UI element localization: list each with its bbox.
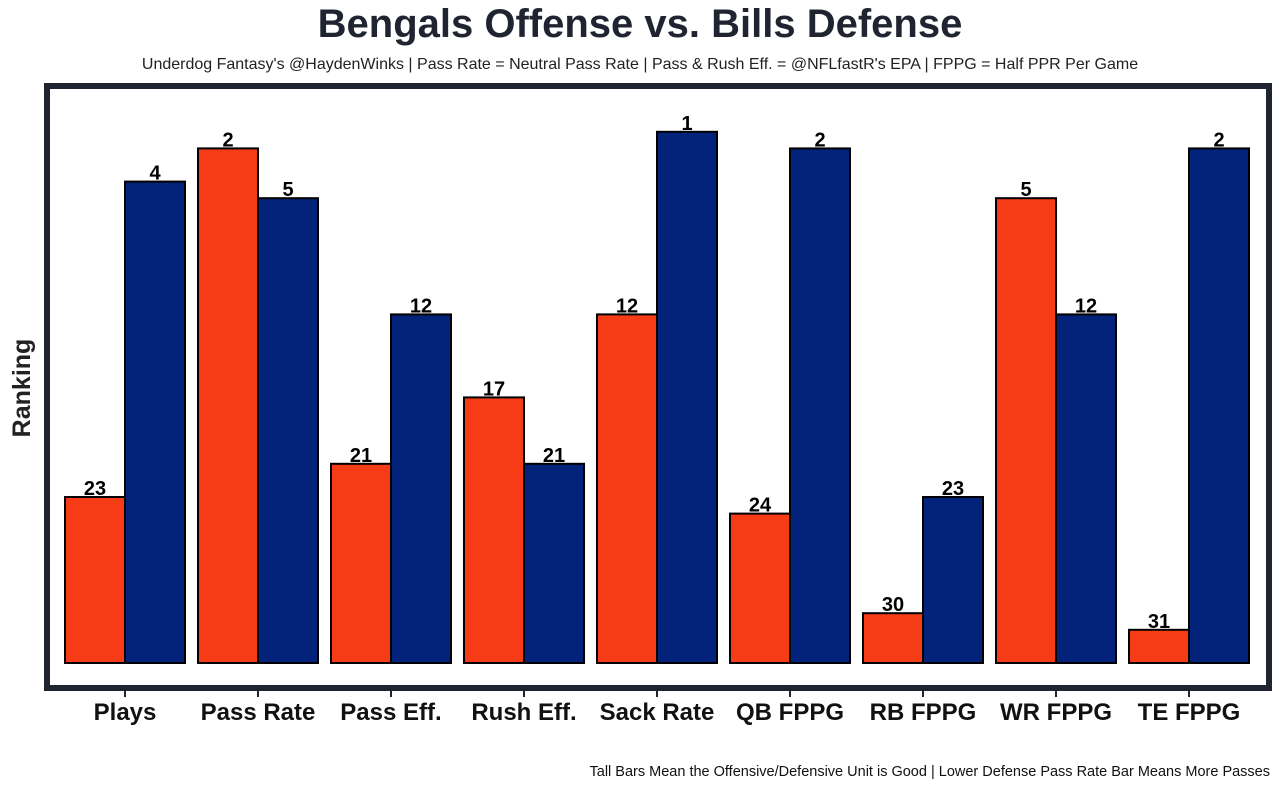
bar-defense-4 xyxy=(656,130,718,665)
data-label-offense-7: 5 xyxy=(1020,179,1031,201)
data-label-offense-0: 23 xyxy=(84,478,106,500)
bar-defense-6 xyxy=(922,496,984,664)
chart-footnote: Tall Bars Mean the Offensive/Defensive U… xyxy=(589,764,1270,780)
data-label-offense-4: 12 xyxy=(616,295,638,317)
bar-offense-5 xyxy=(729,512,791,664)
bar-defense-8 xyxy=(1188,147,1250,664)
x-tick-label: Rush Eff. xyxy=(471,699,576,726)
data-label-offense-6: 30 xyxy=(882,594,904,616)
bar-defense-7 xyxy=(1055,313,1117,664)
x-tick-label: Pass Rate xyxy=(201,699,316,726)
bar-defense-1 xyxy=(257,197,319,664)
data-label-defense-4: 1 xyxy=(681,113,692,135)
data-label-offense-5: 24 xyxy=(749,495,772,517)
chart-title: Bengals Offense vs. Bills Defense xyxy=(317,2,963,46)
data-label-defense-1: 5 xyxy=(282,179,293,201)
data-label-defense-0: 4 xyxy=(149,163,161,185)
x-tick-label: TE FPPG xyxy=(1138,699,1241,726)
bar-defense-5 xyxy=(789,147,851,664)
data-label-offense-1: 2 xyxy=(222,129,233,151)
bar-offense-3 xyxy=(463,396,525,664)
bar-defense-3 xyxy=(523,462,585,664)
data-label-offense-3: 17 xyxy=(483,378,505,400)
x-tick-label: Plays xyxy=(94,699,157,726)
bar-offense-4 xyxy=(596,313,658,664)
data-label-defense-8: 2 xyxy=(1213,129,1224,151)
x-tick-label: QB FPPG xyxy=(736,699,844,726)
bar-defense-2 xyxy=(390,313,452,664)
bar-offense-0 xyxy=(64,496,126,664)
data-label-offense-2: 21 xyxy=(350,445,372,467)
data-label-defense-3: 21 xyxy=(543,445,565,467)
x-tick-label: WR FPPG xyxy=(1000,699,1112,726)
data-label-defense-6: 23 xyxy=(942,478,964,500)
bar-offense-6 xyxy=(862,612,924,665)
data-label-defense-2: 12 xyxy=(410,295,432,317)
bar-offense-1 xyxy=(197,147,259,664)
y-axis-label: Ranking xyxy=(8,339,36,438)
plot-frame xyxy=(44,83,1272,691)
bar-offense-8 xyxy=(1128,628,1190,664)
x-tick-label: RB FPPG xyxy=(870,699,977,726)
x-tick-label: Pass Eff. xyxy=(340,699,441,726)
data-label-offense-8: 31 xyxy=(1148,611,1170,633)
data-label-defense-7: 12 xyxy=(1075,295,1097,317)
data-label-defense-5: 2 xyxy=(814,129,825,151)
chart-subtitle: Underdog Fantasy's @HaydenWinks | Pass R… xyxy=(141,56,1139,73)
x-tick-label: Sack Rate xyxy=(600,699,715,726)
bar-offense-2 xyxy=(330,462,392,664)
bar-offense-7 xyxy=(995,197,1057,664)
bar-defense-0 xyxy=(124,180,186,664)
